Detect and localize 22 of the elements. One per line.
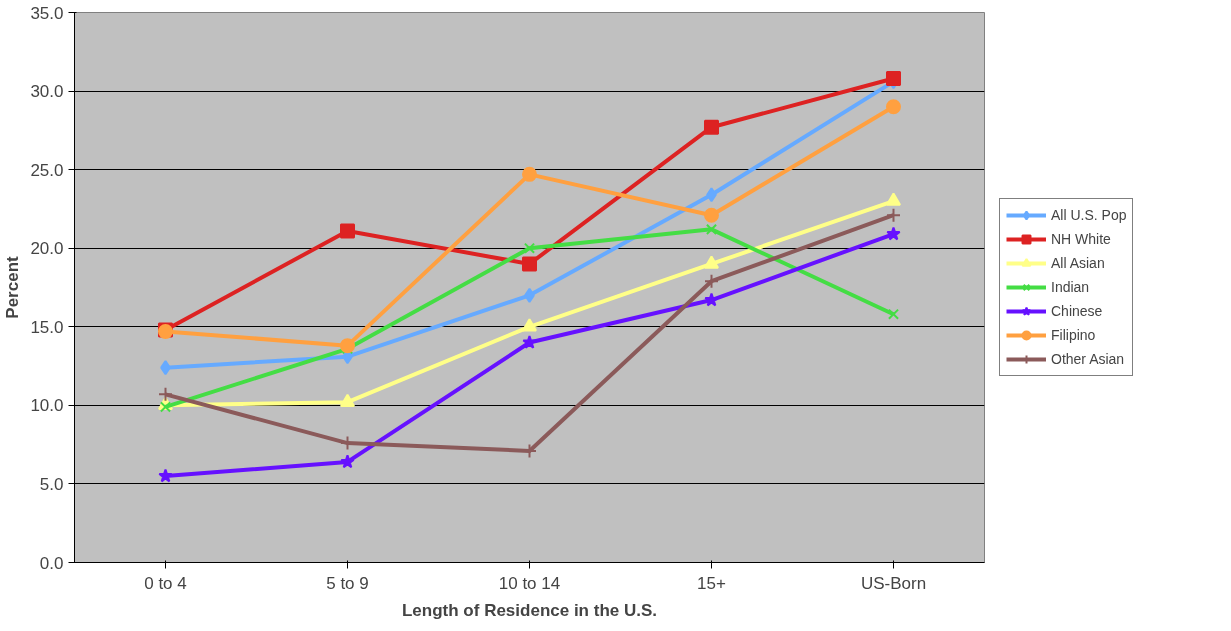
x-tick-label: US-Born (860, 573, 927, 593)
legend-label: All Asian (1051, 255, 1105, 271)
y-tick-label: 35.0 (30, 3, 64, 23)
legend-label: All U.S. Pop (1051, 207, 1127, 223)
y-tick-label: 0.0 (39, 553, 64, 573)
y-axis-title: Percent (3, 255, 23, 319)
legend-label: NH White (1051, 231, 1111, 247)
y-tick-label: 25.0 (30, 160, 64, 180)
x-tick-label: 10 to 14 (498, 573, 561, 593)
y-tick-label: 15.0 (30, 317, 64, 337)
x-tick-label: 15+ (697, 573, 726, 593)
y-tick-label: 20.0 (30, 239, 64, 259)
x-tick-label: 5 to 9 (326, 573, 369, 593)
x-tick-label: 0 to 4 (144, 573, 187, 593)
legend-label: Other Asian (1051, 351, 1125, 367)
y-tick-label: 10.0 (30, 396, 64, 416)
y-tick-label: 30.0 (30, 82, 64, 102)
legend-label: Indian (1051, 279, 1090, 295)
x-axis-title: Length of Residence in the U.S. (401, 600, 658, 620)
legend-label: Filipino (1051, 327, 1096, 343)
y-tick-label: 5.0 (39, 474, 64, 494)
legend-label: Chinese (1051, 303, 1103, 319)
